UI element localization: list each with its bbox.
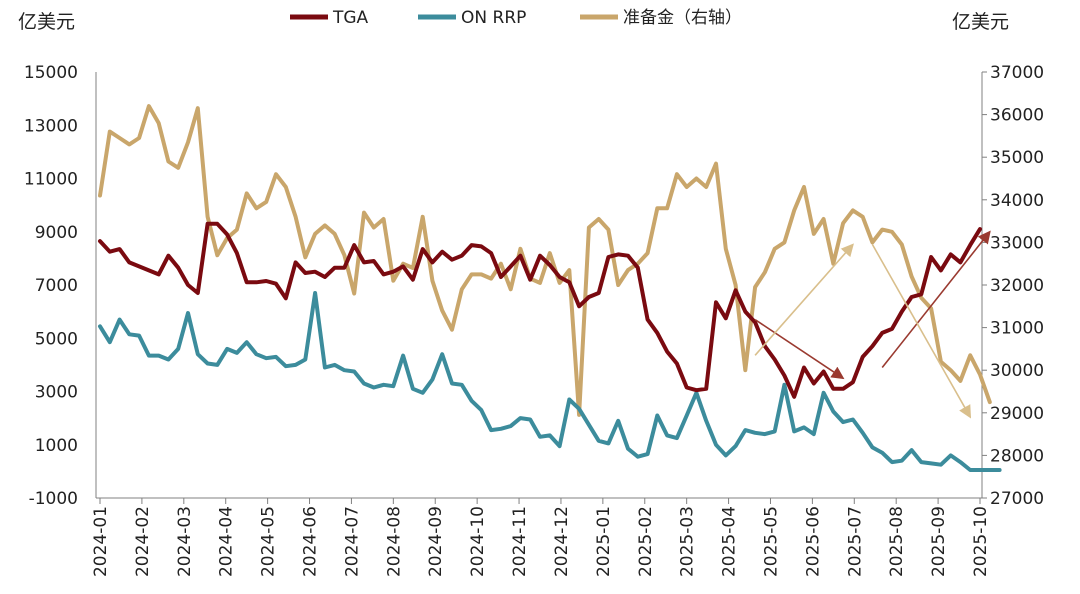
legend-label-tga: TGA	[332, 8, 369, 28]
left-axis-unit: 亿美元	[18, 11, 75, 33]
series-line-tga	[98, 221, 982, 399]
legend-label-on-rrp: ON RRP	[461, 8, 526, 28]
left-tick-label: 11000	[24, 170, 78, 190]
right-axis-ticks: 37000 36000 35000 34000 33000 32000 31000 30000…	[982, 63, 1044, 509]
legend-label-reserves: 准备金（右轴）	[623, 8, 742, 28]
x-tick-label: 2024-12	[552, 506, 572, 577]
x-tick-label: 2025-04	[720, 506, 740, 577]
x-tick-label: 2025-06	[803, 506, 823, 577]
right-tick-label: 30000	[990, 361, 1044, 381]
x-tick-label: 2025-02	[636, 506, 656, 577]
x-tick-label: 2024-04	[217, 506, 237, 577]
right-tick-label: 27000	[990, 489, 1044, 509]
right-tick-label: 37000	[990, 63, 1044, 83]
series-layer	[98, 104, 1002, 472]
x-tick-label: 2025-08	[887, 506, 907, 577]
right-tick-label: 29000	[990, 404, 1044, 424]
left-tick-label: 9000	[35, 223, 78, 243]
right-tick-label: 34000	[990, 191, 1044, 211]
left-tick-label: 1000	[35, 436, 78, 456]
trend-arrow-gold	[871, 244, 972, 419]
right-axis-unit: 亿美元	[952, 11, 1009, 33]
x-tick-label: 2024-11	[510, 506, 530, 577]
right-tick-label: 31000	[990, 319, 1044, 339]
right-tick-label: 36000	[990, 106, 1044, 126]
x-tick-label: 2024-02	[133, 506, 153, 577]
x-tick-label: 2024-06	[301, 506, 321, 577]
left-axis-ticks: 15000 13000 11000 9000 7000 5000 3000 1000 -1000	[24, 63, 78, 509]
left-tick-label: 3000	[35, 383, 78, 403]
left-tick-label: 15000	[24, 63, 78, 83]
x-tick-label: 2024-05	[259, 506, 279, 577]
right-tick-label: 33000	[990, 233, 1044, 253]
x-tick-label: 2025-07	[845, 506, 865, 577]
right-tick-label: 35000	[990, 148, 1044, 168]
x-tick-label: 2024-07	[342, 506, 362, 577]
x-tick-label: 2025-10	[971, 506, 991, 577]
trend-arrow-red	[881, 230, 991, 369]
x-tick-label: 2025-01	[594, 506, 614, 577]
x-tick-label: 2025-09	[929, 506, 949, 577]
x-tick-label: 2025-03	[678, 506, 698, 577]
series-line-on-rrp	[98, 291, 1002, 472]
left-tick-label: 5000	[35, 329, 78, 349]
trend-arrow-gold	[754, 243, 854, 356]
legend: TGA ON RRP 准备金（右轴）	[290, 8, 742, 28]
annotation-layer	[754, 230, 991, 419]
x-tick-label: 2024-09	[426, 506, 446, 577]
series-line-reserves	[98, 104, 992, 417]
x-tick-label: 2024-03	[175, 506, 195, 577]
x-tick-label: 2024-10	[468, 506, 488, 577]
right-tick-label: 32000	[990, 276, 1044, 296]
x-tick-label: 2024-08	[384, 506, 404, 577]
left-tick-label: 7000	[35, 276, 78, 296]
x-tick-label: 2024-01	[91, 506, 111, 577]
x-axis-ticks: 2024-01 2024-02 2024-03 2024-04 2024-05 2024-…	[91, 498, 991, 577]
x-tick-label: 2025-05	[761, 506, 781, 577]
left-tick-label: -1000	[29, 489, 78, 509]
right-tick-label: 28000	[990, 446, 1044, 466]
left-tick-label: 13000	[24, 116, 78, 136]
trend-arrow-red	[754, 318, 845, 380]
